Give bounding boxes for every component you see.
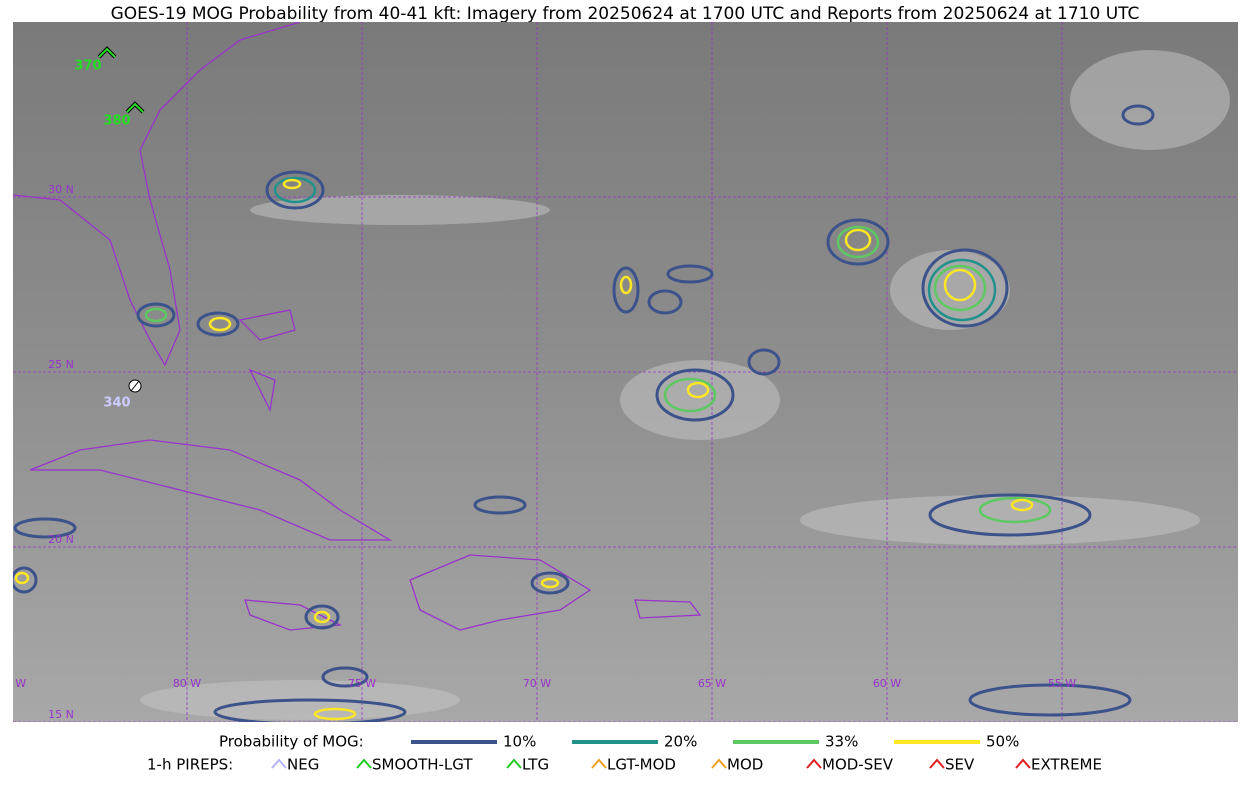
probability-contours: [13, 104, 1155, 722]
probability-legend-title: Probability of MOG:: [219, 733, 364, 751]
report-label: 370: [74, 59, 101, 74]
legend-icon: [1015, 758, 1031, 769]
grid-labels: 85 W 80 W 75 W 70 W 65 W 60 W 55 W 30 N 25 N 20 N…: [0, 183, 1076, 721]
legend-label: NEG: [287, 756, 319, 774]
legend-icon: [711, 758, 727, 769]
report-labels: 370 380 340: [74, 59, 130, 411]
legend-label: 50%: [986, 733, 1019, 751]
legend-label: 10%: [503, 733, 536, 751]
report-label: 380: [103, 114, 130, 129]
legend-label: LTG: [522, 756, 549, 774]
lon-label: 60 W: [873, 677, 901, 690]
legend-icon: [506, 758, 522, 769]
lon-label: 65 W: [698, 677, 726, 690]
lon-label: 80 W: [173, 677, 201, 690]
legend-label: SMOOTH-LGT: [372, 756, 473, 774]
legend: 10% 20% 33% 50% NEG SMOOTH-LGT LTG LGT-MOD MOD MO…: [271, 733, 1102, 774]
legend-icon: [271, 758, 287, 769]
map: 370 380 340 85 W 80 W 75 W 70 W 65 W 60 W 55 W 30…: [0, 22, 1238, 722]
legend-icon: [356, 758, 372, 769]
legend-icon: [591, 758, 607, 769]
legend-icon: [929, 758, 945, 769]
lat-label: 25 N: [48, 358, 74, 371]
lon-label: 55 W: [1048, 677, 1076, 690]
lon-label: 85 W: [0, 677, 26, 690]
legend-label: 33%: [825, 733, 858, 751]
legend-label: MOD-SEV: [822, 756, 894, 774]
legend-label: EXTREME: [1031, 756, 1102, 774]
lat-label: 30 N: [48, 183, 74, 196]
lat-label: 20 N: [48, 533, 74, 546]
pireps-legend-title: 1-h PIREPS:: [147, 756, 233, 774]
legend-label: LGT-MOD: [607, 756, 676, 774]
legend-icon: [806, 758, 822, 769]
title: GOES-19 MOG Probability from 40-41 kft: …: [111, 4, 1140, 24]
clouds: [140, 50, 1230, 720]
grid-lines: [13, 22, 1238, 722]
legend-label: MOD: [727, 756, 763, 774]
report-label: 340: [103, 396, 130, 411]
lat-label: 15 N: [48, 708, 74, 721]
legend-label: SEV: [945, 756, 975, 774]
legend-label: 20%: [664, 733, 697, 751]
lon-label: 70 W: [523, 677, 551, 690]
lon-label: 75 W: [348, 677, 376, 690]
pirep-icons: [97, 46, 145, 393]
